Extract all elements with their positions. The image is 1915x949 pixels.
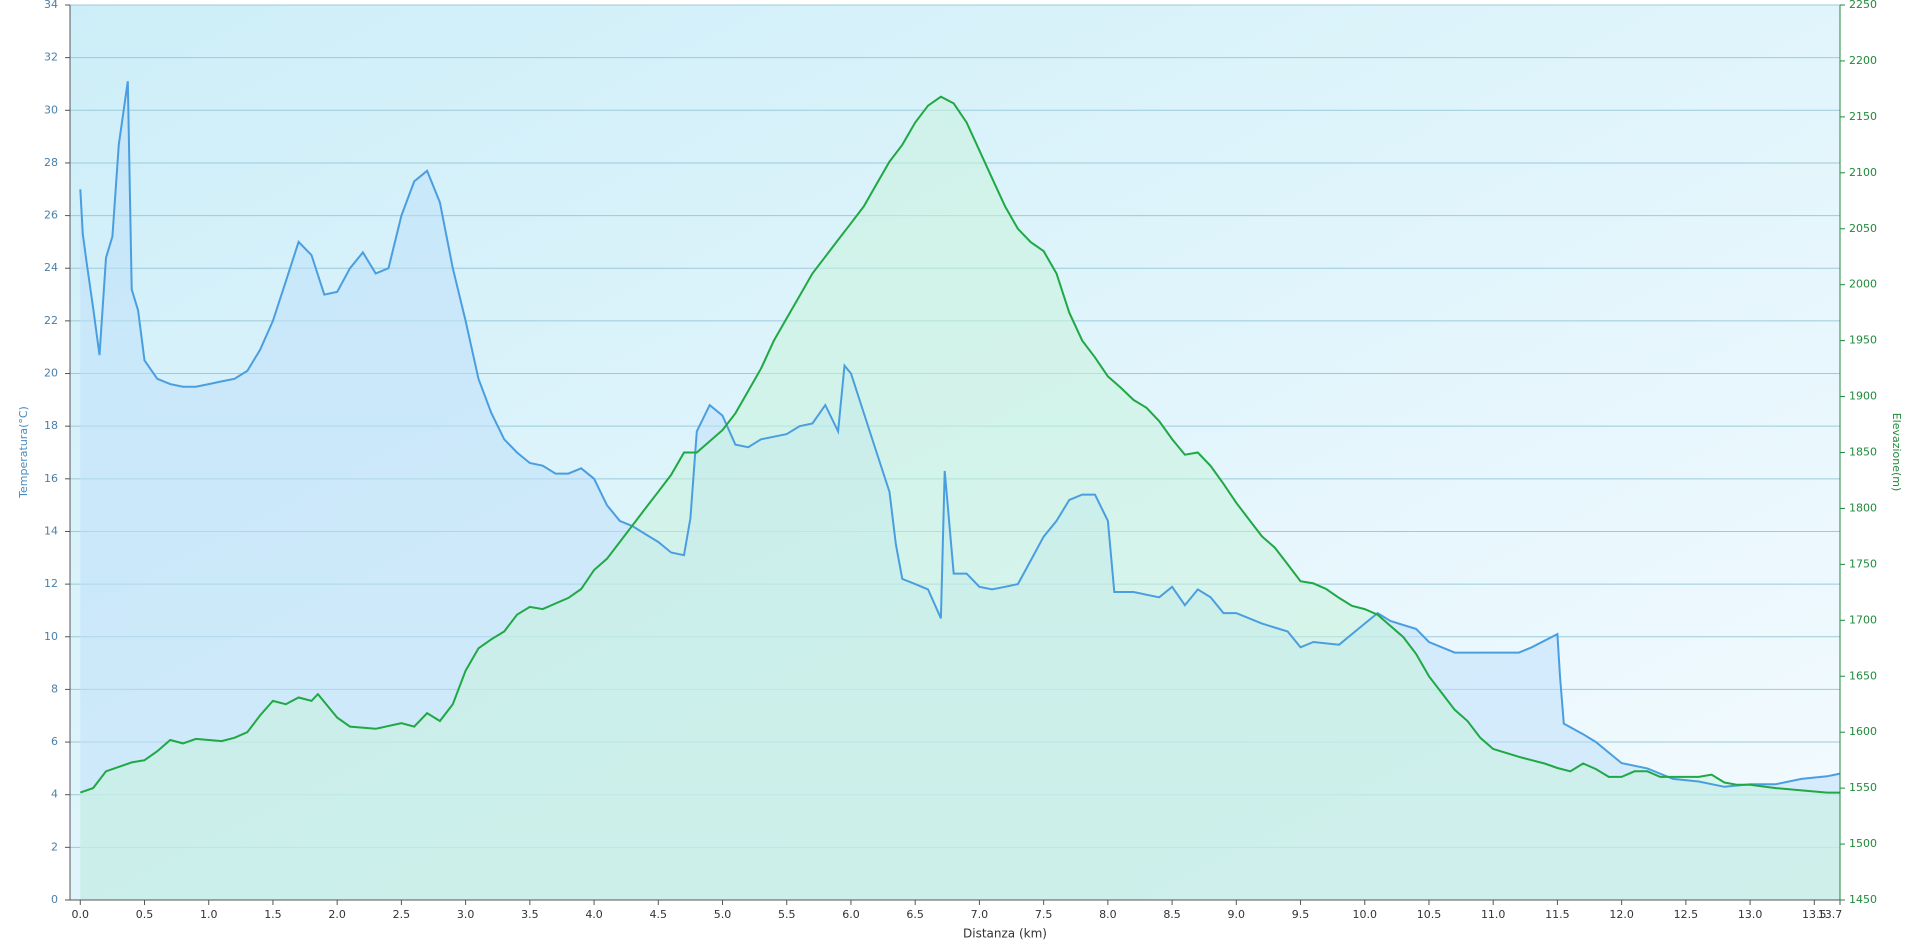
x-tick-label: 13.7 (1818, 908, 1843, 921)
x-tick-label: 10.0 (1352, 908, 1377, 921)
x-tick-label: 1.0 (200, 908, 218, 921)
y-tick-label: 22 (44, 314, 58, 327)
x-tick-label: 9.5 (1292, 908, 1310, 921)
y-tick-label: 0 (51, 893, 58, 906)
y-tick-label: 18 (44, 419, 58, 432)
x-tick-label: 6.5 (906, 908, 924, 921)
x-tick-label: 1.5 (264, 908, 282, 921)
y2-axis-label: Elevazione(m) (1890, 413, 1903, 492)
y-tick-label: 32 (44, 51, 58, 64)
y2-tick-label: 1650 (1849, 669, 1877, 682)
x-tick-label: 12.0 (1609, 908, 1634, 921)
y-tick-label: 6 (51, 735, 58, 748)
y2-tick-label: 2200 (1849, 54, 1877, 67)
y2-tick-label: 2250 (1849, 0, 1877, 11)
y-axis-label: Temperatura(°C) (17, 406, 30, 499)
area-fill (80, 96, 1840, 900)
y2-tick-label: 1450 (1849, 893, 1877, 906)
x-tick-label: 13.5 (1802, 908, 1827, 921)
x-tick-label: 4.0 (585, 908, 603, 921)
y-tick-label: 8 (51, 682, 58, 695)
x-tick-label: 5.0 (714, 908, 732, 921)
x-axis-label: Distanza (km) (963, 927, 1047, 941)
y-tick-label: 10 (44, 630, 58, 643)
y-tick-label: 2 (51, 840, 58, 853)
x-tick-label: 6.0 (842, 908, 860, 921)
x-tick-label: 0.0 (72, 908, 90, 921)
line (79, 95, 1840, 794)
y2-tick-label: 1550 (1849, 781, 1877, 794)
x-tick-label: 11.5 (1545, 908, 1570, 921)
y2-tick-label: 1600 (1849, 725, 1877, 738)
y2-tick-label: 1750 (1849, 557, 1877, 570)
y-tick-label: 12 (44, 577, 58, 590)
x-tick-label: 10.5 (1417, 908, 1442, 921)
y-tick-label: 20 (44, 367, 58, 380)
y2-tick-label: 2150 (1849, 110, 1877, 123)
y2-tick-label: 2050 (1849, 222, 1877, 235)
y2-tick-label: 1850 (1849, 446, 1877, 459)
line (79, 81, 1841, 788)
x-tick-label: 7.0 (971, 908, 989, 921)
x-tick-label: 2.5 (393, 908, 411, 921)
x-tick-label: 7.5 (1035, 908, 1053, 921)
y2-tick-label: 2000 (1849, 278, 1877, 291)
x-tick-label: 9.0 (1228, 908, 1246, 921)
x-tick-label: 8.0 (1099, 908, 1117, 921)
y-tick-label: 24 (44, 261, 58, 274)
x-tick-label: 0.5 (136, 908, 154, 921)
y2-tick-label: 1700 (1849, 613, 1877, 626)
y2-tick-label: 1500 (1849, 837, 1877, 850)
x-tick-label: 2.0 (328, 908, 346, 921)
x-tick-label: 3.0 (457, 908, 475, 921)
x-tick-label: 8.5 (1163, 908, 1181, 921)
x-tick-label: 13.0 (1738, 908, 1763, 921)
y-tick-label: 34 (44, 0, 58, 11)
y-tick-label: 30 (44, 103, 58, 116)
y-tick-label: 26 (44, 209, 58, 222)
y-tick-label: 28 (44, 156, 58, 169)
x-tick-label: 5.5 (778, 908, 796, 921)
x-tick-label: 3.5 (521, 908, 539, 921)
y-tick-label: 4 (51, 788, 58, 801)
x-tick-label: 11.0 (1481, 908, 1506, 921)
y2-tick-label: 2100 (1849, 166, 1877, 179)
y-tick-label: 14 (44, 524, 58, 537)
y2-tick-label: 1950 (1849, 334, 1877, 347)
y2-tick-label: 1900 (1849, 390, 1877, 403)
y2-tick-label: 1800 (1849, 501, 1877, 514)
x-tick-label: 4.5 (650, 908, 668, 921)
x-tick-label: 12.5 (1674, 908, 1699, 921)
y-tick-label: 16 (44, 472, 58, 485)
